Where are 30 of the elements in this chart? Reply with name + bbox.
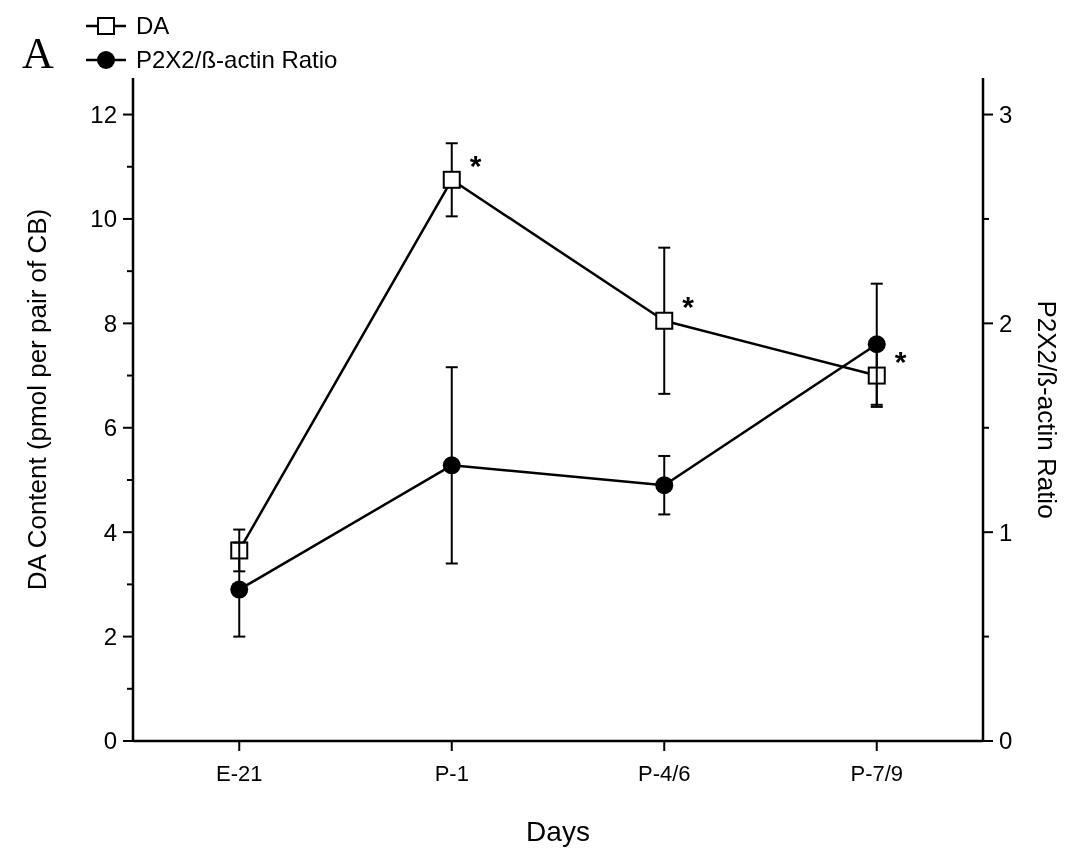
y-tick-label: 6 xyxy=(103,414,117,442)
y2-tick-label: 0 xyxy=(999,727,1013,755)
legend-label: DA xyxy=(136,12,170,40)
annotation: * xyxy=(894,344,907,378)
y-tick-label: 12 xyxy=(90,100,117,128)
legend-label: P2X2/ß-actin Ratio xyxy=(136,46,338,74)
x-tick-label: P-4/6 xyxy=(637,761,691,786)
y2-tick-label: 2 xyxy=(999,309,1013,337)
point xyxy=(442,456,461,475)
x-tick-label: P-7/9 xyxy=(850,761,904,786)
y-tick-label: 4 xyxy=(103,518,117,546)
point xyxy=(230,580,249,599)
annotation: * xyxy=(682,289,695,323)
y-tick-label: 0 xyxy=(103,727,117,755)
y2-tick-label: 3 xyxy=(999,100,1013,128)
y-tick-label: 2 xyxy=(103,622,117,650)
x-tick-label: P-1 xyxy=(434,761,469,786)
point xyxy=(867,335,886,354)
y-axis-title: DA Content (pmol per pair of CB) xyxy=(22,208,52,591)
annotation: * xyxy=(469,148,482,182)
x-axis-title: Days xyxy=(526,816,590,847)
y2-axis-title: P2X2/ß-actin Ratio xyxy=(1032,300,1062,519)
y2-tick-label: 1 xyxy=(999,518,1013,546)
point xyxy=(442,170,461,189)
point xyxy=(655,311,674,330)
text: A xyxy=(22,29,54,78)
x-tick-label: E-21 xyxy=(216,761,263,786)
y-tick-label: 10 xyxy=(90,205,117,233)
y-tick-label: 8 xyxy=(103,309,117,337)
point xyxy=(655,476,674,495)
